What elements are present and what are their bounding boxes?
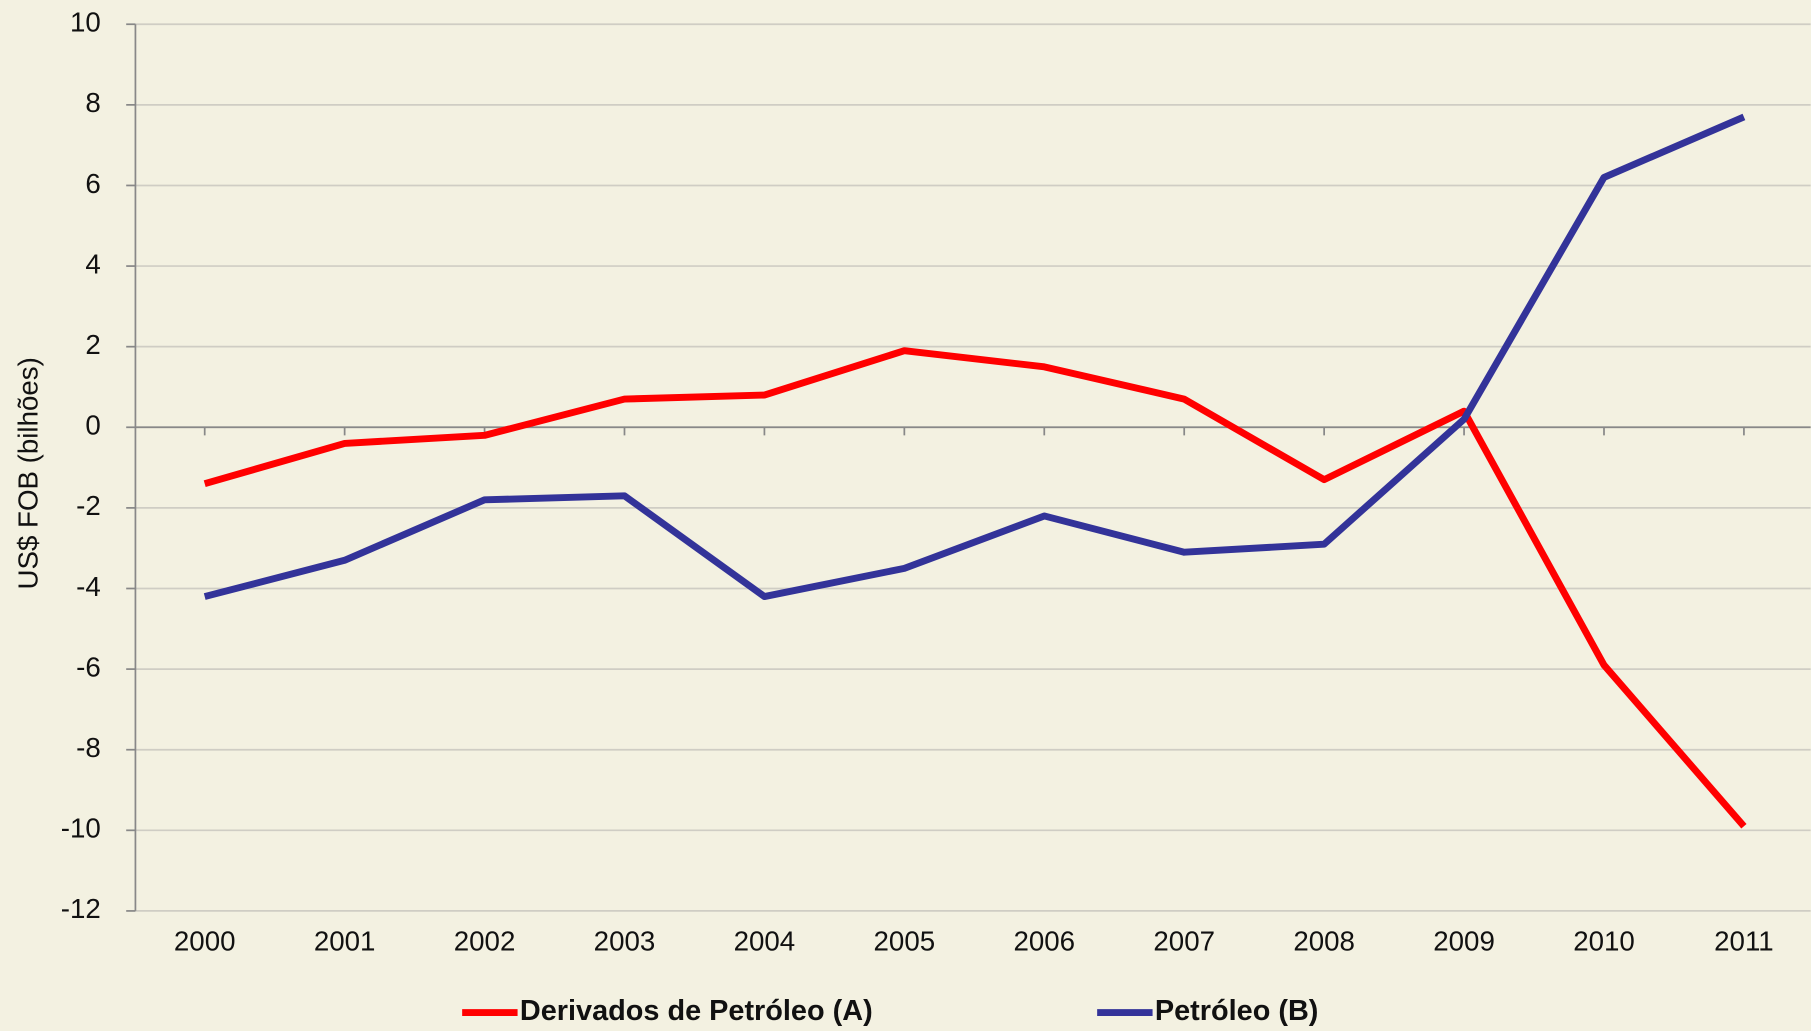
x-tick-label: 2004	[734, 926, 796, 957]
x-tick-label: 2009	[1433, 926, 1495, 957]
x-tick-label: 2003	[594, 926, 656, 957]
y-tick-label: 8	[85, 87, 100, 118]
x-tick-label: 2000	[174, 926, 236, 957]
x-tick-label: 2005	[874, 926, 936, 957]
x-tick-label: 2001	[314, 926, 376, 957]
x-tick-label: 2002	[454, 926, 516, 957]
y-tick-label: 10	[70, 7, 101, 38]
y-axis-label: US$ FOB (bilhões)	[13, 357, 44, 589]
x-tick-label: 2011	[1714, 926, 1774, 957]
y-tick-label: 2	[85, 329, 100, 360]
y-tick-label: 0	[85, 410, 100, 441]
x-tick-label: 2007	[1153, 926, 1215, 957]
page: {"chart_data": {"type": "line", "y_label…	[0, 0, 1811, 1031]
y-tick-label: -8	[76, 732, 101, 763]
y-tick-label: -12	[61, 893, 101, 924]
x-tick-label: 2010	[1573, 926, 1635, 957]
x-tick-label: 2006	[1013, 926, 1075, 957]
chart: US$ FOB (bilhões) -12 -10 -8 -6 -4 -2 0 2 4 6 8 10 2…	[0, 0, 1811, 1031]
x-tick-label: 2008	[1293, 926, 1355, 957]
y-tick-label: 6	[85, 168, 100, 199]
y-tick-label: -4	[76, 571, 101, 602]
background	[0, 0, 1810, 1031]
legend-label: Petróleo (B)	[1155, 995, 1319, 1027]
y-tick-label: -6	[76, 651, 101, 682]
y-tick-label: -10	[61, 813, 101, 844]
y-tick-label: -2	[76, 490, 101, 521]
legend-label: Derivados de Petróleo (A)	[520, 995, 873, 1027]
y-tick-label: 4	[85, 248, 100, 279]
